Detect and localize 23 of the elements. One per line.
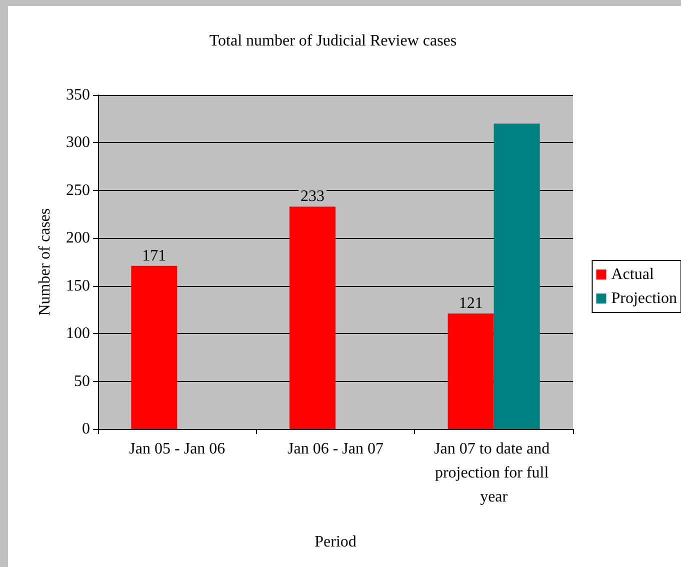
x-tick-label: Jan 07 to date and projection for full year: [434, 440, 554, 506]
data-label: 233: [300, 188, 324, 206]
y-tick-label: 150: [66, 277, 90, 294]
legend-label: Actual: [611, 266, 654, 283]
bar: [494, 124, 540, 429]
x-tick-label: Jan 05 - Jan 06: [129, 440, 226, 458]
legend-label: Projection: [611, 290, 677, 307]
y-tick-label: 250: [66, 182, 90, 199]
chart-title: Total number of Judicial Review cases: [209, 32, 457, 50]
data-label: 121: [458, 295, 483, 312]
y-tick-label: 300: [66, 134, 90, 152]
bar: [290, 206, 336, 429]
y-tick-label: 350: [66, 86, 90, 104]
data-label: 171: [142, 247, 166, 264]
y-tick-label: 100: [66, 325, 90, 342]
bar: [131, 266, 178, 429]
x-axis-title: Period: [314, 534, 356, 550]
bar: [448, 314, 494, 429]
y-tick-label: 200: [66, 230, 90, 247]
y-tick-label: 50: [74, 372, 90, 390]
y-axis-title: Number of cases: [36, 208, 54, 316]
x-tick-label: Jan 06 - Jan 07: [288, 440, 384, 458]
y-tick-label: 0: [82, 420, 90, 438]
